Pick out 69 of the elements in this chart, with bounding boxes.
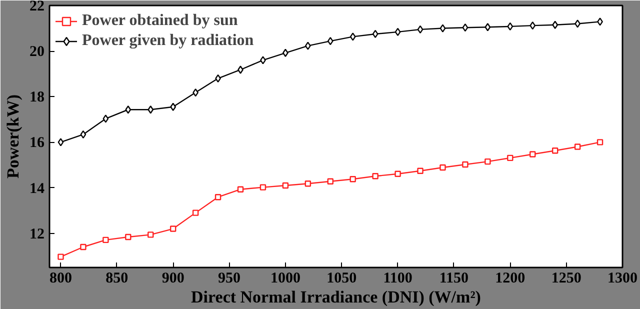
- point: [260, 56, 266, 64]
- point: [80, 130, 86, 139]
- point: [530, 151, 536, 158]
- point: [304, 42, 311, 50]
- point: [417, 25, 424, 34]
- x-tick-label: 800: [49, 270, 72, 286]
- point: [372, 173, 378, 180]
- x-tick-label: 1300: [608, 270, 638, 286]
- point: [237, 186, 244, 192]
- y-tick-label: 12: [30, 226, 44, 242]
- point: [350, 176, 356, 182]
- y-axis-title: Power(kW): [4, 94, 22, 179]
- point: [350, 32, 356, 41]
- point: [462, 24, 468, 32]
- x-tick-label: 1100: [383, 270, 412, 286]
- x-tick-label: 1150: [439, 270, 469, 286]
- point: [574, 20, 580, 28]
- point: [170, 226, 176, 232]
- point: [574, 144, 581, 150]
- x-tick-label: 900: [162, 270, 184, 286]
- x-tick-label: 1050: [326, 270, 357, 286]
- point: [304, 180, 312, 187]
- legend-label: Power obtained by sun: [82, 12, 238, 30]
- x-tick-label: 1000: [270, 270, 300, 286]
- point: [260, 184, 266, 190]
- point: [102, 236, 109, 244]
- point: [214, 194, 222, 200]
- point: [440, 164, 446, 171]
- point: [552, 148, 558, 154]
- point: [372, 30, 378, 38]
- point: [58, 254, 64, 260]
- point: [58, 138, 64, 146]
- point: [507, 154, 514, 162]
- x-tick-label: 1250: [551, 270, 582, 286]
- point: [125, 234, 132, 240]
- x-tick-label: 1200: [495, 270, 526, 286]
- point: [530, 21, 536, 30]
- point: [327, 178, 334, 184]
- point: [484, 23, 491, 32]
- point: [282, 182, 289, 189]
- x-tick-label: 850: [106, 270, 128, 286]
- y-tick-label: 22: [30, 0, 44, 14]
- point: [394, 28, 401, 36]
- point: [507, 22, 514, 31]
- point: [552, 20, 558, 29]
- y-tick-label: 16: [30, 135, 45, 152]
- x-tick-label: 950: [218, 270, 241, 286]
- point: [327, 36, 334, 46]
- y-tick-label: 20: [30, 44, 44, 60]
- point: [80, 244, 86, 250]
- point: [238, 66, 244, 74]
- y-tick-label: 14: [30, 180, 45, 197]
- point: [440, 24, 446, 32]
- y-tick-label: 18: [30, 90, 44, 106]
- point: [148, 106, 154, 114]
- point: [417, 168, 424, 174]
- point: [170, 102, 176, 111]
- point: [597, 18, 603, 26]
- point: [102, 114, 109, 123]
- point: [596, 139, 604, 146]
- x-axis-title: Direct Normal Irradiance (DNI) (W/m²): [191, 288, 481, 306]
- point: [125, 106, 132, 114]
- point: [484, 158, 491, 165]
- legend-label: Power given by radiation: [82, 32, 254, 50]
- point: [148, 232, 154, 238]
- point: [192, 210, 199, 216]
- point: [394, 170, 401, 177]
- point: [462, 161, 468, 168]
- point: [282, 48, 288, 57]
